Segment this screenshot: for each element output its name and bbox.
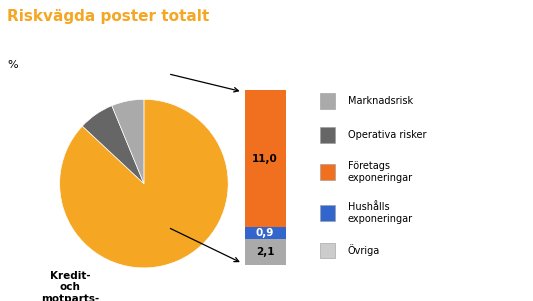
Bar (320, 243, 335, 258)
Bar (320, 127, 335, 143)
Wedge shape (82, 106, 144, 184)
Text: Riskvägda poster totalt: Riskvägda poster totalt (7, 9, 209, 24)
Text: %: % (7, 60, 18, 70)
Text: Hushålls
exponeringar: Hushålls exponeringar (348, 202, 413, 224)
Bar (245, 228, 286, 239)
Bar (245, 90, 286, 228)
Text: Företags
exponeringar: Företags exponeringar (348, 161, 413, 183)
Text: 1,0: 1,0 (0, 216, 1, 227)
Bar (320, 93, 335, 109)
Text: Kredit-
och
motparts-
risk 14,0: Kredit- och motparts- risk 14,0 (41, 271, 99, 301)
Bar (245, 239, 286, 265)
Text: Operativa risker: Operativa risker (348, 130, 426, 140)
Text: Övriga: Övriga (348, 244, 380, 256)
Bar (320, 205, 335, 221)
Text: 1,1: 1,1 (0, 189, 1, 199)
Text: Marknadsrisk: Marknadsrisk (348, 96, 413, 106)
Wedge shape (60, 99, 228, 268)
Text: 2,1: 2,1 (256, 247, 274, 257)
Text: 0,9: 0,9 (256, 228, 274, 238)
Wedge shape (112, 99, 144, 184)
Text: 11,0: 11,0 (252, 154, 278, 164)
Bar (320, 164, 335, 180)
